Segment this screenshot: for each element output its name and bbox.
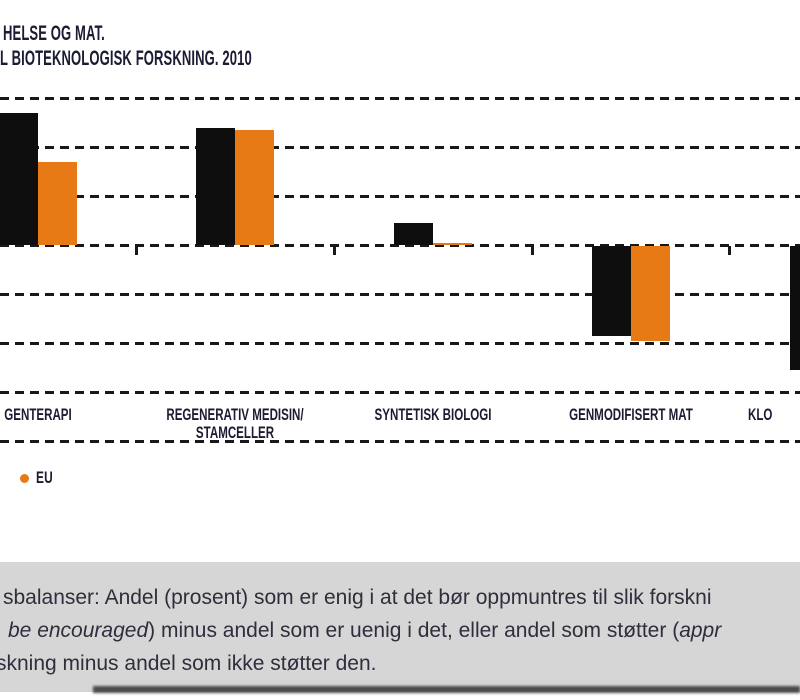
category-label-5: KLO xyxy=(748,405,773,424)
bar-series0-cat2 xyxy=(196,127,235,246)
x-axis-tick xyxy=(332,245,336,255)
chart-title-line1: HELSE OG MAT. xyxy=(3,22,105,45)
caption-italic-segment: be encouraged xyxy=(8,619,149,642)
caption-line2: be encouraged) minus andel som er uenig … xyxy=(8,619,800,643)
bar-EU-cat1 xyxy=(38,162,77,246)
baseline-gridline xyxy=(0,244,800,247)
gridline xyxy=(0,391,800,394)
category-label-2: REGENERATIV MEDISIN/STAMCELLER xyxy=(166,405,304,442)
caption-italic-segment: appr xyxy=(679,619,722,642)
caption-line1: sbalanser: Andel (prosent) som er enig i… xyxy=(3,586,712,609)
x-axis-tick xyxy=(135,245,138,255)
bar-EU-cat3 xyxy=(433,243,472,246)
category-label-4: GENMODIFISERT MAT xyxy=(569,405,693,424)
gridline xyxy=(0,195,800,198)
gridline xyxy=(0,293,800,296)
caption-box: sbalanser: Andel (prosent) som er enig i… xyxy=(0,562,800,692)
x-axis-tick xyxy=(728,245,732,255)
bar-series0-cat1 xyxy=(0,113,38,246)
bar-EU-cat2 xyxy=(235,130,274,246)
caption-segment: ) minus andel som er uenig i det, eller … xyxy=(148,619,680,642)
category-label-3: SYNTETISK BIOLOGI xyxy=(374,405,492,424)
gridline xyxy=(0,342,800,345)
category-label-1: GENTERAPI xyxy=(4,405,72,424)
gridline xyxy=(0,440,800,443)
bar-series0-cat4 xyxy=(592,245,631,337)
bottom-edge-bar xyxy=(93,686,800,693)
caption-line3: skning minus andel som ikke støtter den. xyxy=(0,652,377,675)
bar-EU-cat4 xyxy=(631,245,670,342)
gridline xyxy=(0,146,800,149)
legend-eu-dot xyxy=(20,474,29,483)
x-axis-tick xyxy=(530,245,534,255)
bar-series0-cat3 xyxy=(394,223,433,246)
legend-eu-label: EU xyxy=(36,468,53,487)
chart-title-line2: L BIOTEKNOLOGISK FORSKNING. 2010 xyxy=(0,47,252,70)
bar-series0-cat5 xyxy=(789,245,800,371)
gridline xyxy=(0,97,800,100)
